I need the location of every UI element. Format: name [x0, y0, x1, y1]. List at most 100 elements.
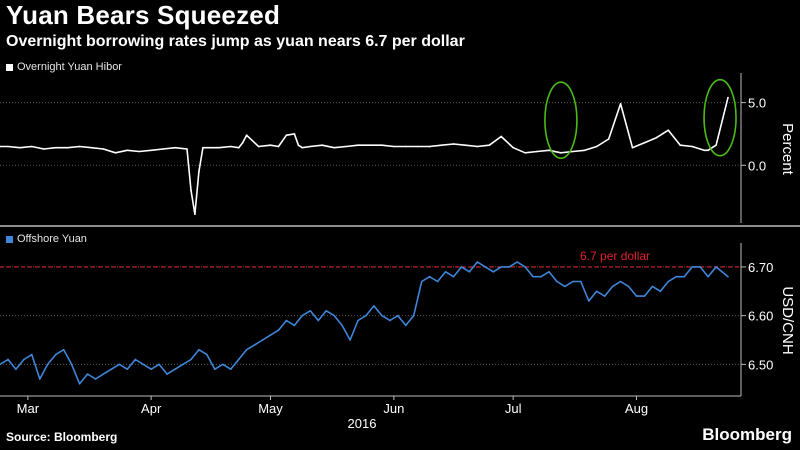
legend-hibor-label: Overnight Yuan Hibor [17, 61, 122, 73]
hibor-point [31, 145, 33, 148]
yuan-point [508, 266, 511, 268]
yuan-point [611, 285, 614, 288]
hibor-point [440, 144, 443, 147]
yuan-point [7, 358, 9, 361]
legend-hibor: Overnight Yuan Hibor [6, 61, 122, 73]
yuan-point [373, 305, 375, 307]
x-tick-label: May [258, 401, 283, 416]
hibor-point [162, 148, 164, 150]
hibor-point [190, 189, 192, 192]
yuan-grid [0, 266, 741, 365]
x-tick-label: Jul [505, 401, 522, 416]
hibor-point [524, 151, 526, 154]
hibor-point [333, 146, 335, 149]
yuan-point [198, 348, 200, 351]
hibor-point [297, 144, 300, 147]
yuan-point [341, 324, 343, 327]
yuan-point [452, 275, 455, 278]
hibor-point [679, 144, 682, 147]
hibor-point [548, 149, 550, 152]
yuan-point [126, 368, 129, 371]
hibor-axis-label: Percent [779, 123, 796, 176]
yuan-point [619, 280, 622, 283]
yuan-ticks: 6.70 6.60 6.50 [741, 260, 773, 372]
yuan-point [214, 368, 216, 371]
yuan-point [532, 275, 534, 278]
hibor-point [301, 146, 304, 149]
yuan-point [635, 295, 638, 297]
hibor-point [0, 145, 1, 148]
hibor-point [607, 138, 610, 140]
yuan-point [468, 270, 471, 273]
yuan-point [699, 266, 701, 268]
hibor-point [19, 146, 21, 149]
hibor-point [198, 170, 200, 173]
yuan-point [301, 314, 304, 317]
highlight-circle-aug [703, 78, 737, 157]
yuan-point [667, 280, 670, 283]
hibor-point [285, 134, 288, 137]
yuan-point [683, 275, 686, 278]
hibor-point [572, 150, 574, 153]
yuan-point [221, 363, 224, 366]
yuan-point [70, 363, 73, 366]
yuan-point [389, 319, 391, 322]
yuan-point [397, 314, 399, 317]
hibor-point [464, 144, 467, 147]
yuan-point [516, 261, 518, 263]
yuan-point [524, 266, 526, 268]
hibor-point [217, 146, 220, 149]
x-tick-label: Apr [141, 401, 162, 416]
yuan-point [31, 353, 33, 356]
hibor-point [512, 146, 514, 149]
hibor-point [703, 149, 705, 152]
hibor-point [245, 134, 248, 137]
hibor-points [0, 96, 729, 216]
hibor-point [277, 145, 280, 148]
hibor-point [194, 213, 196, 216]
yuan-point [595, 290, 598, 293]
yuan-series-line [0, 261, 729, 385]
yuan-point [190, 358, 192, 361]
yuan-point [245, 348, 248, 351]
yuan-point [691, 266, 693, 268]
hibor-point [54, 146, 57, 149]
yuan-point [86, 373, 89, 375]
legend-yuan-swatch [6, 235, 13, 243]
yuan-point [651, 285, 654, 288]
yuan-point [94, 378, 97, 380]
yuan-point [15, 368, 17, 371]
hibor-point [126, 149, 129, 152]
yuan-point [118, 363, 121, 366]
yuan-point [675, 275, 678, 278]
hibor-point [78, 145, 81, 148]
yuan-point [142, 363, 145, 366]
hibor-point [667, 129, 670, 131]
yuan-point [134, 358, 137, 361]
yuan-point [54, 353, 57, 356]
hibor-point [643, 141, 646, 144]
yuan-axis-label: USD/CNH [779, 286, 796, 354]
yuan-tick-label: 6.70 [748, 260, 773, 275]
x-year-label: 2016 [348, 416, 377, 431]
chart-subtitle: Overnight borrowing rates jump as yuan n… [6, 33, 465, 50]
hibor-point [269, 144, 272, 147]
yuan-point [587, 300, 590, 302]
yuan-point [237, 358, 240, 361]
yuan-point [349, 339, 351, 341]
yuan-point [484, 266, 487, 268]
yuan-point [727, 275, 729, 278]
hibor-point [345, 145, 347, 148]
legend-hibor-swatch [6, 63, 13, 71]
yuan-point [715, 266, 717, 268]
hibor-point [90, 146, 93, 149]
hibor-point [452, 143, 455, 145]
yuan-point [428, 275, 431, 278]
hibor-point [476, 145, 479, 148]
yuan-point [412, 314, 415, 317]
yuan-point [158, 363, 160, 366]
yuan-point [110, 368, 113, 371]
hibor-point [138, 150, 141, 153]
hibor-point [381, 144, 383, 147]
yuan-point [325, 309, 328, 312]
